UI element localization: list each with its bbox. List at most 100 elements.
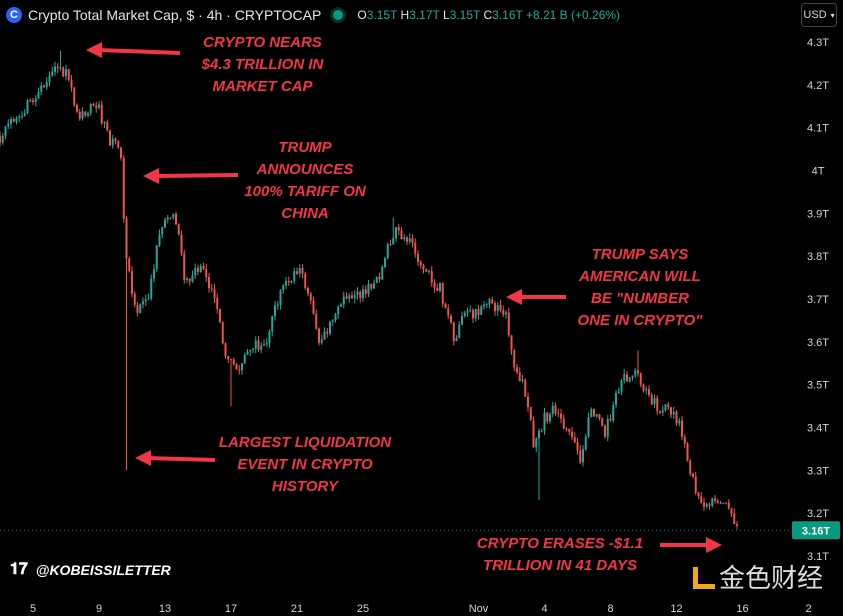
candle-body bbox=[722, 503, 725, 505]
chevron-down-icon: ▾ bbox=[830, 10, 835, 20]
y-tick-label: 3.4T bbox=[807, 422, 829, 434]
candle-body bbox=[210, 288, 213, 290]
candle-body bbox=[461, 316, 463, 325]
y-tick-label: 3.2T bbox=[807, 508, 829, 520]
close-value: 3.16T bbox=[492, 8, 523, 22]
candle-body bbox=[502, 310, 505, 315]
candle-body bbox=[70, 80, 73, 88]
candle-body bbox=[1, 136, 4, 143]
candle-body bbox=[342, 296, 345, 305]
candle-body bbox=[15, 118, 18, 122]
candle-body bbox=[397, 227, 400, 231]
close-label: C bbox=[483, 8, 493, 22]
candle-body bbox=[516, 367, 518, 373]
candle-body bbox=[243, 354, 246, 364]
candle-body bbox=[392, 238, 395, 245]
candle-body bbox=[73, 87, 76, 106]
candle-body bbox=[681, 420, 683, 437]
candle-body bbox=[345, 296, 348, 299]
candle-body bbox=[188, 278, 191, 282]
crypto-cap-logo-icon: C bbox=[6, 7, 22, 23]
currency-label: USD bbox=[803, 9, 827, 21]
candle-body bbox=[290, 280, 293, 283]
candle-body bbox=[469, 310, 472, 312]
symbol-title[interactable]: Crypto Total Market Cap, $ · 4h · CRYPTO… bbox=[28, 7, 322, 23]
candle-body bbox=[78, 111, 81, 119]
candle-body bbox=[59, 67, 62, 69]
open-value: 3.15T bbox=[366, 8, 398, 22]
candle-body bbox=[224, 343, 227, 357]
candle-body bbox=[359, 291, 362, 298]
x-tick-label: 25 bbox=[357, 603, 369, 615]
x-tick-label: 12 bbox=[670, 603, 682, 615]
candle-body bbox=[334, 314, 337, 321]
candle-body bbox=[76, 105, 78, 112]
candle-body bbox=[353, 295, 356, 299]
candle-body bbox=[540, 430, 543, 432]
candle-body bbox=[524, 379, 527, 397]
arrow-number-one-head bbox=[506, 289, 522, 305]
x-tick-label: 5 bbox=[30, 603, 36, 615]
ohlc-readout: O3.15T H3.17T L3.15T C3.16T +8.21 B (+0.… bbox=[357, 8, 620, 22]
candle-body bbox=[378, 276, 381, 280]
candle-body bbox=[323, 331, 326, 340]
candle-body bbox=[650, 394, 653, 405]
candle-body bbox=[103, 122, 106, 124]
candle-body bbox=[111, 138, 114, 146]
candle-body bbox=[441, 283, 444, 304]
tradingview-logo-icon: 𝟏𝟕 bbox=[10, 561, 28, 578]
candle-body bbox=[340, 304, 342, 307]
candle-body bbox=[205, 268, 208, 278]
open-label: O bbox=[357, 8, 367, 22]
candle-body bbox=[606, 418, 609, 437]
arrow-liquidation bbox=[146, 456, 216, 462]
candle-body bbox=[425, 269, 428, 272]
candle-body bbox=[582, 449, 584, 463]
candle-body bbox=[480, 306, 483, 315]
candle-body bbox=[249, 349, 252, 352]
candle-body bbox=[309, 293, 312, 301]
candle-body bbox=[34, 98, 37, 102]
candle-body bbox=[331, 320, 334, 322]
candle-body bbox=[716, 500, 719, 504]
y-tick-label: 3.3T bbox=[807, 465, 829, 477]
candle-body bbox=[0, 136, 1, 143]
candle-body bbox=[62, 67, 65, 77]
watermark-text: @KOBEISSILETTER bbox=[35, 562, 171, 578]
candle-body bbox=[584, 436, 587, 450]
candle-body bbox=[730, 508, 733, 514]
candle-body bbox=[45, 82, 48, 87]
candle-body bbox=[672, 411, 675, 415]
y-tick-label: 4T bbox=[812, 165, 825, 177]
candle-body bbox=[246, 351, 249, 355]
candle-body bbox=[587, 417, 590, 437]
candle-body bbox=[175, 213, 177, 225]
candle-body bbox=[472, 310, 474, 319]
chart-header: C Crypto Total Market Cap, $ · 4h · CRYP… bbox=[6, 4, 620, 26]
candle-body bbox=[370, 283, 373, 289]
candle-body bbox=[136, 304, 139, 313]
candle-body bbox=[142, 301, 144, 305]
candle-body bbox=[67, 69, 70, 81]
candle-body bbox=[406, 237, 408, 242]
candle-body bbox=[279, 290, 282, 305]
y-tick-label: 3.1T bbox=[807, 551, 829, 563]
candle-body bbox=[144, 299, 147, 302]
candle-body bbox=[12, 118, 15, 122]
arrow-liquidation-head bbox=[135, 450, 151, 466]
x-tick-label: 13 bbox=[159, 603, 171, 615]
candle-body bbox=[51, 71, 54, 76]
candle-body bbox=[623, 374, 626, 381]
candle-body bbox=[285, 281, 287, 286]
x-tick-label: Nov bbox=[469, 603, 489, 615]
candle-body bbox=[375, 276, 378, 284]
x-tick-label: 16 bbox=[736, 603, 748, 615]
candle-body bbox=[579, 450, 582, 463]
y-tick-label: 3.9T bbox=[807, 208, 829, 220]
candle-body bbox=[202, 266, 205, 269]
candle-body bbox=[675, 411, 678, 424]
candle-body bbox=[543, 412, 546, 431]
candle-body bbox=[648, 389, 650, 395]
currency-select[interactable]: USD ▾ bbox=[801, 3, 837, 27]
candle-body bbox=[364, 289, 367, 294]
